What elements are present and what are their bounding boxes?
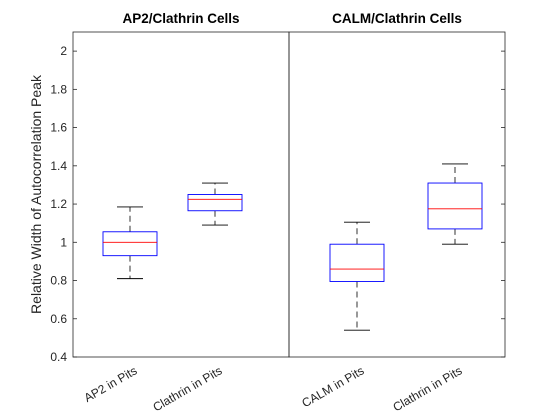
y-tick-label: 1: [60, 235, 67, 249]
y-tick-label: 0.8: [50, 274, 67, 288]
interquartile-box: [329, 243, 385, 282]
x-axis-labels: AP2 in Pits Clathrin in Pits CALM in Pits C…: [82, 363, 465, 414]
right-panel-title: CALM/Clathrin Cells: [332, 11, 462, 26]
box-1: [102, 206, 158, 280]
left-panel-box: [72, 31, 290, 358]
y-tick-label: 1.6: [50, 121, 67, 135]
left-panel-title: AP2/Clathrin Cells: [122, 11, 239, 26]
interquartile-box: [102, 231, 158, 257]
y-tick-label: 0.6: [50, 312, 67, 326]
right-panel-box: [288, 31, 506, 358]
y-tick-label: 0.4: [50, 350, 67, 364]
y-tick-label: 1.8: [50, 82, 67, 96]
box-2: [187, 182, 243, 226]
boxes-layer: [102, 163, 483, 331]
x-category-label: Clathrin in Pits: [150, 363, 224, 414]
y-axis-label: Relative Width of Autocorrelation Peak: [28, 74, 44, 314]
x-category-label: AP2 in Pits: [82, 363, 140, 404]
y-tick-label: 1.4: [50, 159, 67, 173]
y-tick-label: 2: [60, 44, 67, 58]
interquartile-box: [427, 182, 483, 230]
y-axis: 0.4 0.6 0.8 1 1.2 1.4 1.6 1.8 2: [50, 44, 505, 364]
x-category-label: Clathrin in Pits: [390, 363, 464, 414]
y-tick-label: 1.2: [50, 197, 67, 211]
interquartile-box: [187, 194, 243, 212]
box-3: [329, 221, 385, 331]
box-4: [427, 163, 483, 245]
x-category-label: CALM in Pits: [299, 363, 366, 410]
